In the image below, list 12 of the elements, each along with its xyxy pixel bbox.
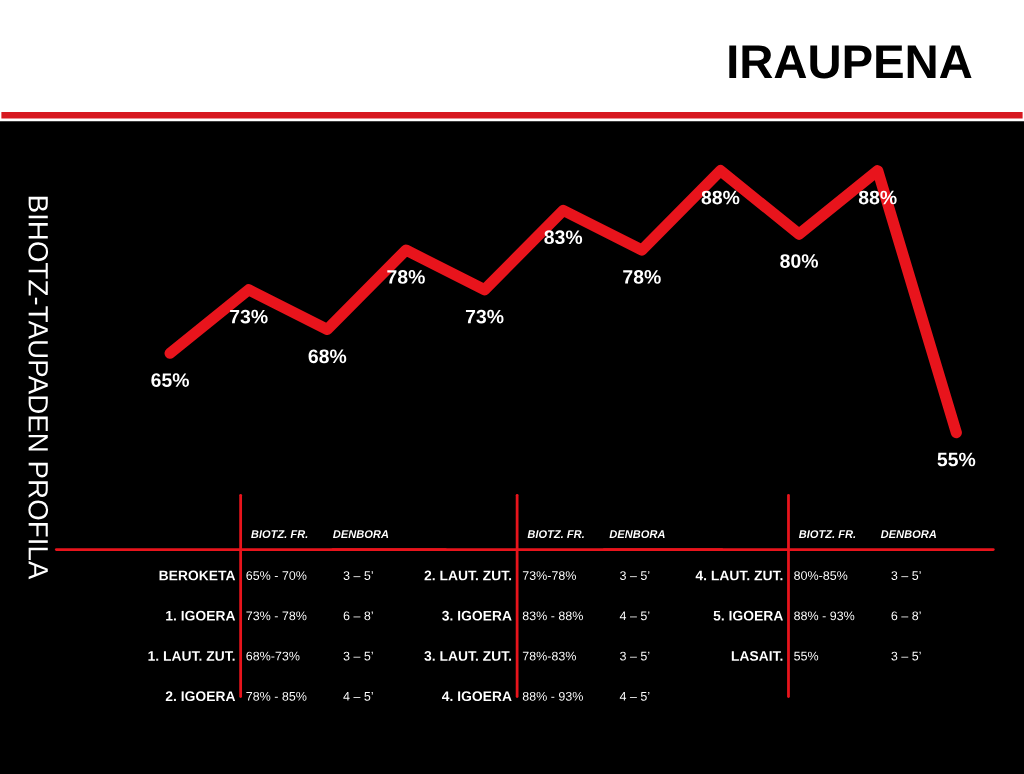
y-axis-title: BIHOTZ-TAUPADEN PROFILA [28, 196, 49, 580]
data-label: 55% [937, 452, 976, 467]
data-label: 83% [544, 230, 583, 245]
chart-title: IRAUPENA [729, 45, 972, 79]
data-label: 73% [465, 309, 504, 324]
data-label: 78% [623, 270, 661, 284]
data-label: 73% [230, 309, 268, 324]
data-label: 65% [151, 373, 189, 387]
data-label: 78% [387, 270, 425, 284]
data-label: 80% [780, 254, 819, 268]
data-label: 88% [701, 190, 740, 205]
data-label: 68% [308, 349, 347, 364]
